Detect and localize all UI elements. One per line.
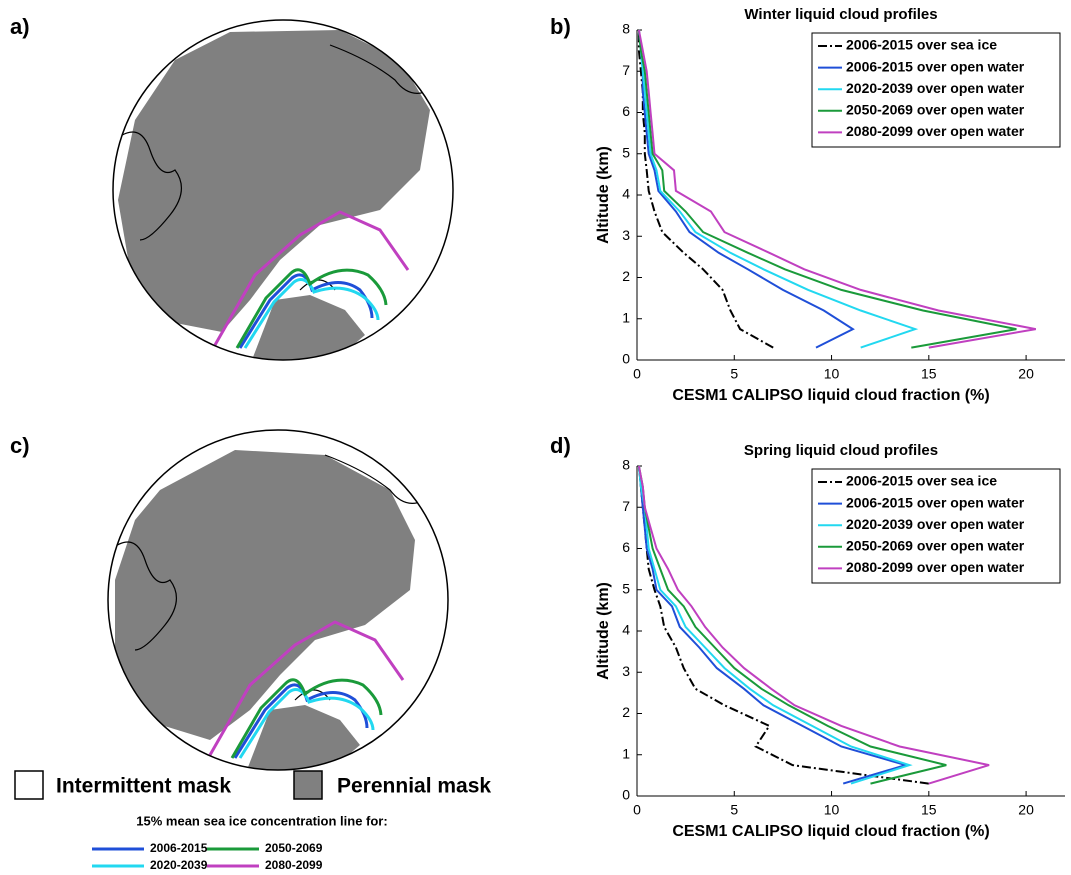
legend-title: 15% mean sea ice concentration line for: (136, 813, 387, 828)
series-line (637, 29, 1017, 349)
y-tick-label: 3 (622, 663, 630, 679)
series-line (637, 29, 855, 349)
legend-text: 2050-2069 (265, 841, 323, 855)
series-line (637, 465, 910, 785)
series-line (637, 29, 919, 349)
y-tick-label: 7 (622, 498, 630, 514)
x-tick-label: 10 (824, 366, 840, 382)
perennial-swatch (293, 770, 323, 800)
map-inner (108, 430, 448, 770)
legend-box (811, 32, 1061, 148)
y-tick-label: 6 (622, 103, 630, 119)
x-tick-label: 20 (1018, 802, 1034, 818)
y-tick-label: 8 (622, 21, 630, 37)
x-axis-label: CESM1 CALIPSO liquid cloud fraction (%) (672, 823, 989, 840)
y-axis-label: Altitude (km) (595, 146, 612, 244)
chart-title: Spring liquid cloud profiles (744, 442, 938, 459)
y-tick-label: 7 (622, 62, 630, 78)
y-tick-label: 1 (622, 745, 630, 761)
map-outline (107, 429, 449, 771)
y-tick-label: 5 (622, 144, 630, 160)
y-axis-label: Altitude (km) (595, 582, 612, 680)
ice-edge-line (238, 688, 375, 759)
perennial-area (118, 30, 430, 332)
legend-text: 2050-2069 over open water (846, 538, 1025, 554)
series-line (637, 465, 913, 785)
map-body (113, 20, 453, 360)
map (107, 429, 449, 771)
map-body (108, 430, 448, 770)
panel-label: d) (550, 433, 571, 458)
y-tick-label: 0 (622, 351, 630, 367)
intermittent-swatch (14, 770, 44, 800)
maps (107, 19, 454, 771)
perennial-area (115, 450, 415, 740)
perennial-land (245, 705, 360, 770)
y-tick-label: 2 (622, 268, 630, 284)
legend-text: 2006-2015 over open water (846, 494, 1025, 510)
y-tick-label: 0 (622, 787, 630, 803)
ice-edge-line (243, 278, 380, 349)
legend-text: 2006-2015 over open water (846, 58, 1025, 74)
series-line (637, 465, 947, 785)
x-axis-label: CESM1 CALIPSO liquid cloud fraction (%) (672, 387, 989, 404)
chart-title: Winter liquid cloud profiles (744, 6, 937, 23)
y-tick-label: 6 (622, 539, 630, 555)
panel-label: a) (10, 14, 30, 39)
x-tick-label: 5 (730, 366, 738, 382)
legend-text: 2080-2099 (265, 858, 323, 872)
ice-edge-line (235, 268, 388, 349)
map-outline (112, 19, 454, 361)
y-tick-label: 4 (622, 622, 630, 638)
legend-text: Perennial mask (337, 775, 491, 798)
perennial-land (250, 295, 365, 360)
y-tick-label: 5 (622, 580, 630, 596)
series-line (637, 465, 990, 785)
y-tick-label: 2 (622, 704, 630, 720)
panel-label: b) (550, 14, 571, 39)
legend-text: 2006-2015 (150, 841, 208, 855)
legend-box (811, 468, 1061, 584)
x-tick-label: 5 (730, 802, 738, 818)
y-tick-label: 4 (622, 186, 630, 202)
map-inner (113, 20, 453, 360)
legend-text: 2020-2039 (150, 858, 208, 872)
x-tick-label: 15 (921, 802, 937, 818)
y-tick-label: 3 (622, 227, 630, 243)
map (112, 19, 454, 361)
series-line (637, 29, 1036, 349)
x-tick-label: 10 (824, 802, 840, 818)
legend-text: 2006-2015 over sea ice (846, 37, 997, 53)
legend-text: 2080-2099 over open water (846, 123, 1025, 139)
ice-edge-line (208, 620, 405, 756)
legend-text: 2050-2069 over open water (846, 102, 1025, 118)
ice-edge-line (230, 678, 383, 759)
ice-edge-line (213, 210, 410, 346)
y-tick-label: 8 (622, 457, 630, 473)
legend-text: 2006-2015 over sea ice (846, 473, 997, 489)
panel-label: c) (10, 433, 30, 458)
y-tick-label: 1 (622, 309, 630, 325)
x-tick-label: 0 (633, 366, 641, 382)
x-tick-label: 0 (633, 802, 641, 818)
legend-text: Intermittent mask (56, 775, 231, 798)
legend-text: 2080-2099 over open water (846, 559, 1025, 575)
x-tick-label: 20 (1018, 366, 1034, 382)
legend-text: 2020-2039 over open water (846, 80, 1025, 96)
x-tick-label: 15 (921, 366, 937, 382)
legend-text: 2020-2039 over open water (846, 516, 1025, 532)
